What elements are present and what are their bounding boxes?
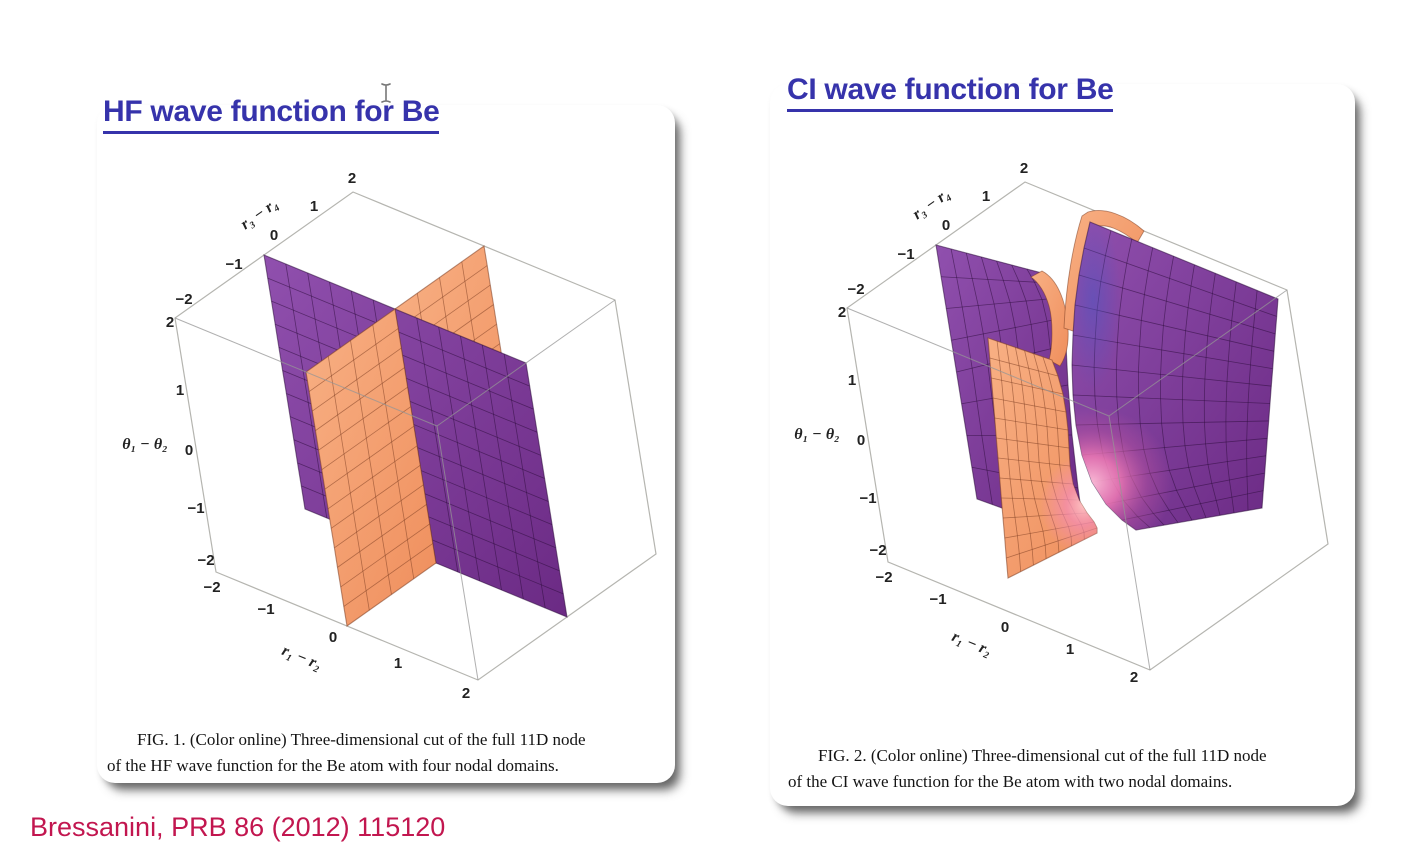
citation: Bressanini, PRB 86 (2012) 115120	[30, 812, 446, 842]
text-cursor-icon	[380, 83, 392, 103]
hf-caption-line1: FIG. 1. (Color online) Three-dimensional…	[137, 730, 586, 749]
ci-caption-line2: of the CI wave function for the Be atom …	[788, 772, 1233, 792]
hf-caption-line2: of the HF wave function for the Be atom …	[107, 756, 559, 776]
hf-figure-caption: FIG. 1. (Color online) Three-dimensional…	[107, 727, 659, 780]
ci-caption-line1: FIG. 2. (Color online) Three-dimensional…	[818, 746, 1267, 765]
ci-figure-card	[770, 84, 1355, 806]
ci-figure-caption: FIG. 2. (Color online) Three-dimensional…	[788, 743, 1350, 796]
hf-figure-card	[97, 105, 675, 783]
ci-panel-title: CI wave function for Be	[787, 74, 1114, 112]
